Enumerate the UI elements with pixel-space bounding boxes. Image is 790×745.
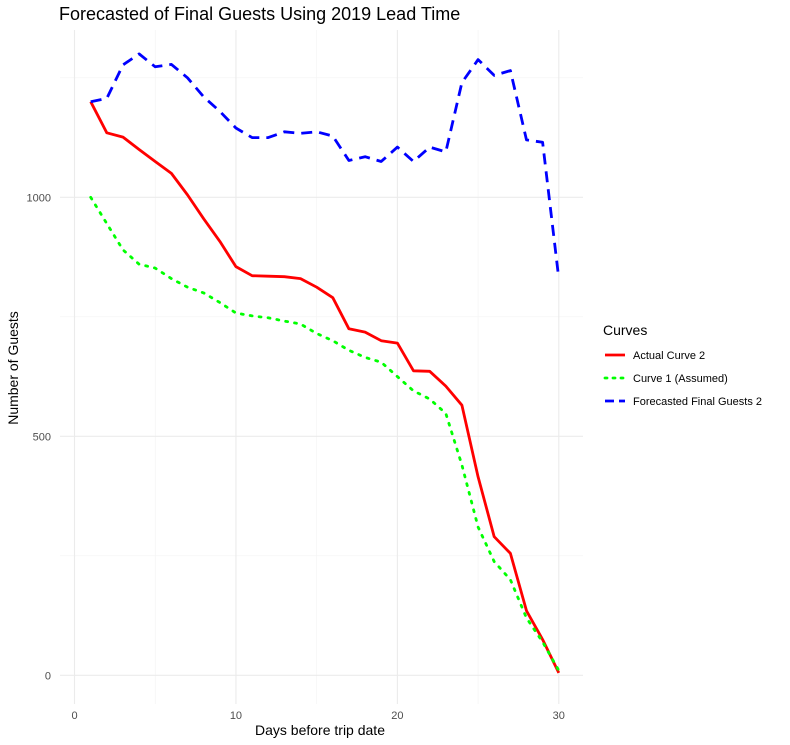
x-tick-label: 20 [391, 710, 403, 722]
chart-title: Forecasted of Final Guests Using 2019 Le… [59, 4, 460, 24]
legend-label-3: Forecasted Final Guests 2 [633, 396, 762, 408]
legend-label-2: Curve 1 (Assumed) [633, 373, 728, 385]
y-axis-ticks: 0 500 1000 [27, 192, 51, 682]
y-tick-label: 0 [45, 670, 51, 682]
x-tick-label: 30 [553, 710, 565, 722]
legend-items: Actual Curve 2 Curve 1 (Assumed) Forecaste… [603, 350, 762, 408]
x-axis-ticks: 0 10 20 30 [71, 710, 564, 722]
y-tick-label: 1000 [27, 192, 51, 204]
y-tick-label: 500 [33, 431, 51, 443]
series-line-3 [90, 52, 561, 279]
y-axis-title: Number of Guests [5, 311, 21, 425]
legend-label-1: Actual Curve 2 [633, 350, 705, 362]
series-layer [89, 52, 561, 674]
x-tick-label: 0 [71, 710, 77, 722]
x-axis-title: Days before trip date [255, 722, 385, 738]
legend: Curves Actual Curve 2 Curve 1 (Assumed) Fo… [603, 322, 762, 408]
x-tick-label: 10 [230, 710, 242, 722]
legend-title: Curves [603, 322, 647, 338]
series-line-2 [89, 195, 561, 672]
series-line-1 [89, 101, 561, 674]
grid [60, 30, 583, 704]
